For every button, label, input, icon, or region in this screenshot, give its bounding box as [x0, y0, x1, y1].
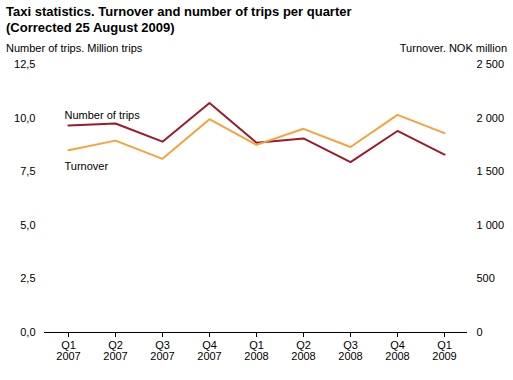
- svg-text:Q12008: Q12008: [244, 339, 268, 362]
- svg-text:Q42008: Q42008: [385, 339, 409, 362]
- html-text:(Corrected 25 August 2009): (Corrected 25 August 2009): [6, 20, 175, 35]
- svg-text:2 500: 2 500: [477, 58, 505, 70]
- svg-text:10,0: 10,0: [14, 112, 35, 124]
- svg-text:0,0: 0,0: [20, 326, 35, 338]
- svg-text:Q32008: Q32008: [338, 339, 362, 362]
- svg-text:Q22008: Q22008: [291, 339, 315, 362]
- svg-text:Number of trips: Number of trips: [65, 109, 141, 121]
- svg-text:Q22007: Q22007: [103, 339, 127, 362]
- svg-text:Q12007: Q12007: [56, 339, 80, 362]
- svg-text:12,5: 12,5: [14, 58, 35, 70]
- html-text:Taxi statistics. Turnover and: Taxi statistics. Turnover and number of …: [6, 4, 352, 19]
- svg-text:2 000: 2 000: [477, 112, 505, 124]
- svg-text:1 000: 1 000: [477, 219, 505, 231]
- html-text:Turnover. NOK million: Turnover. NOK million: [399, 42, 507, 54]
- svg-text:7,5: 7,5: [20, 165, 35, 177]
- svg-text:2,5: 2,5: [20, 272, 35, 284]
- svg-text:500: 500: [477, 272, 495, 284]
- svg-text:1 500: 1 500: [477, 165, 505, 177]
- svg-text:5,0: 5,0: [20, 219, 35, 231]
- svg-text:Q12009: Q12009: [432, 339, 456, 362]
- svg-text:0: 0: [477, 326, 483, 338]
- html-text:Number of trips. Million trips: Number of trips. Million trips: [6, 42, 143, 54]
- svg-text:Q32007: Q32007: [150, 339, 174, 362]
- svg-text:Q42007: Q42007: [197, 339, 221, 362]
- svg-text:Turnover: Turnover: [65, 160, 109, 172]
